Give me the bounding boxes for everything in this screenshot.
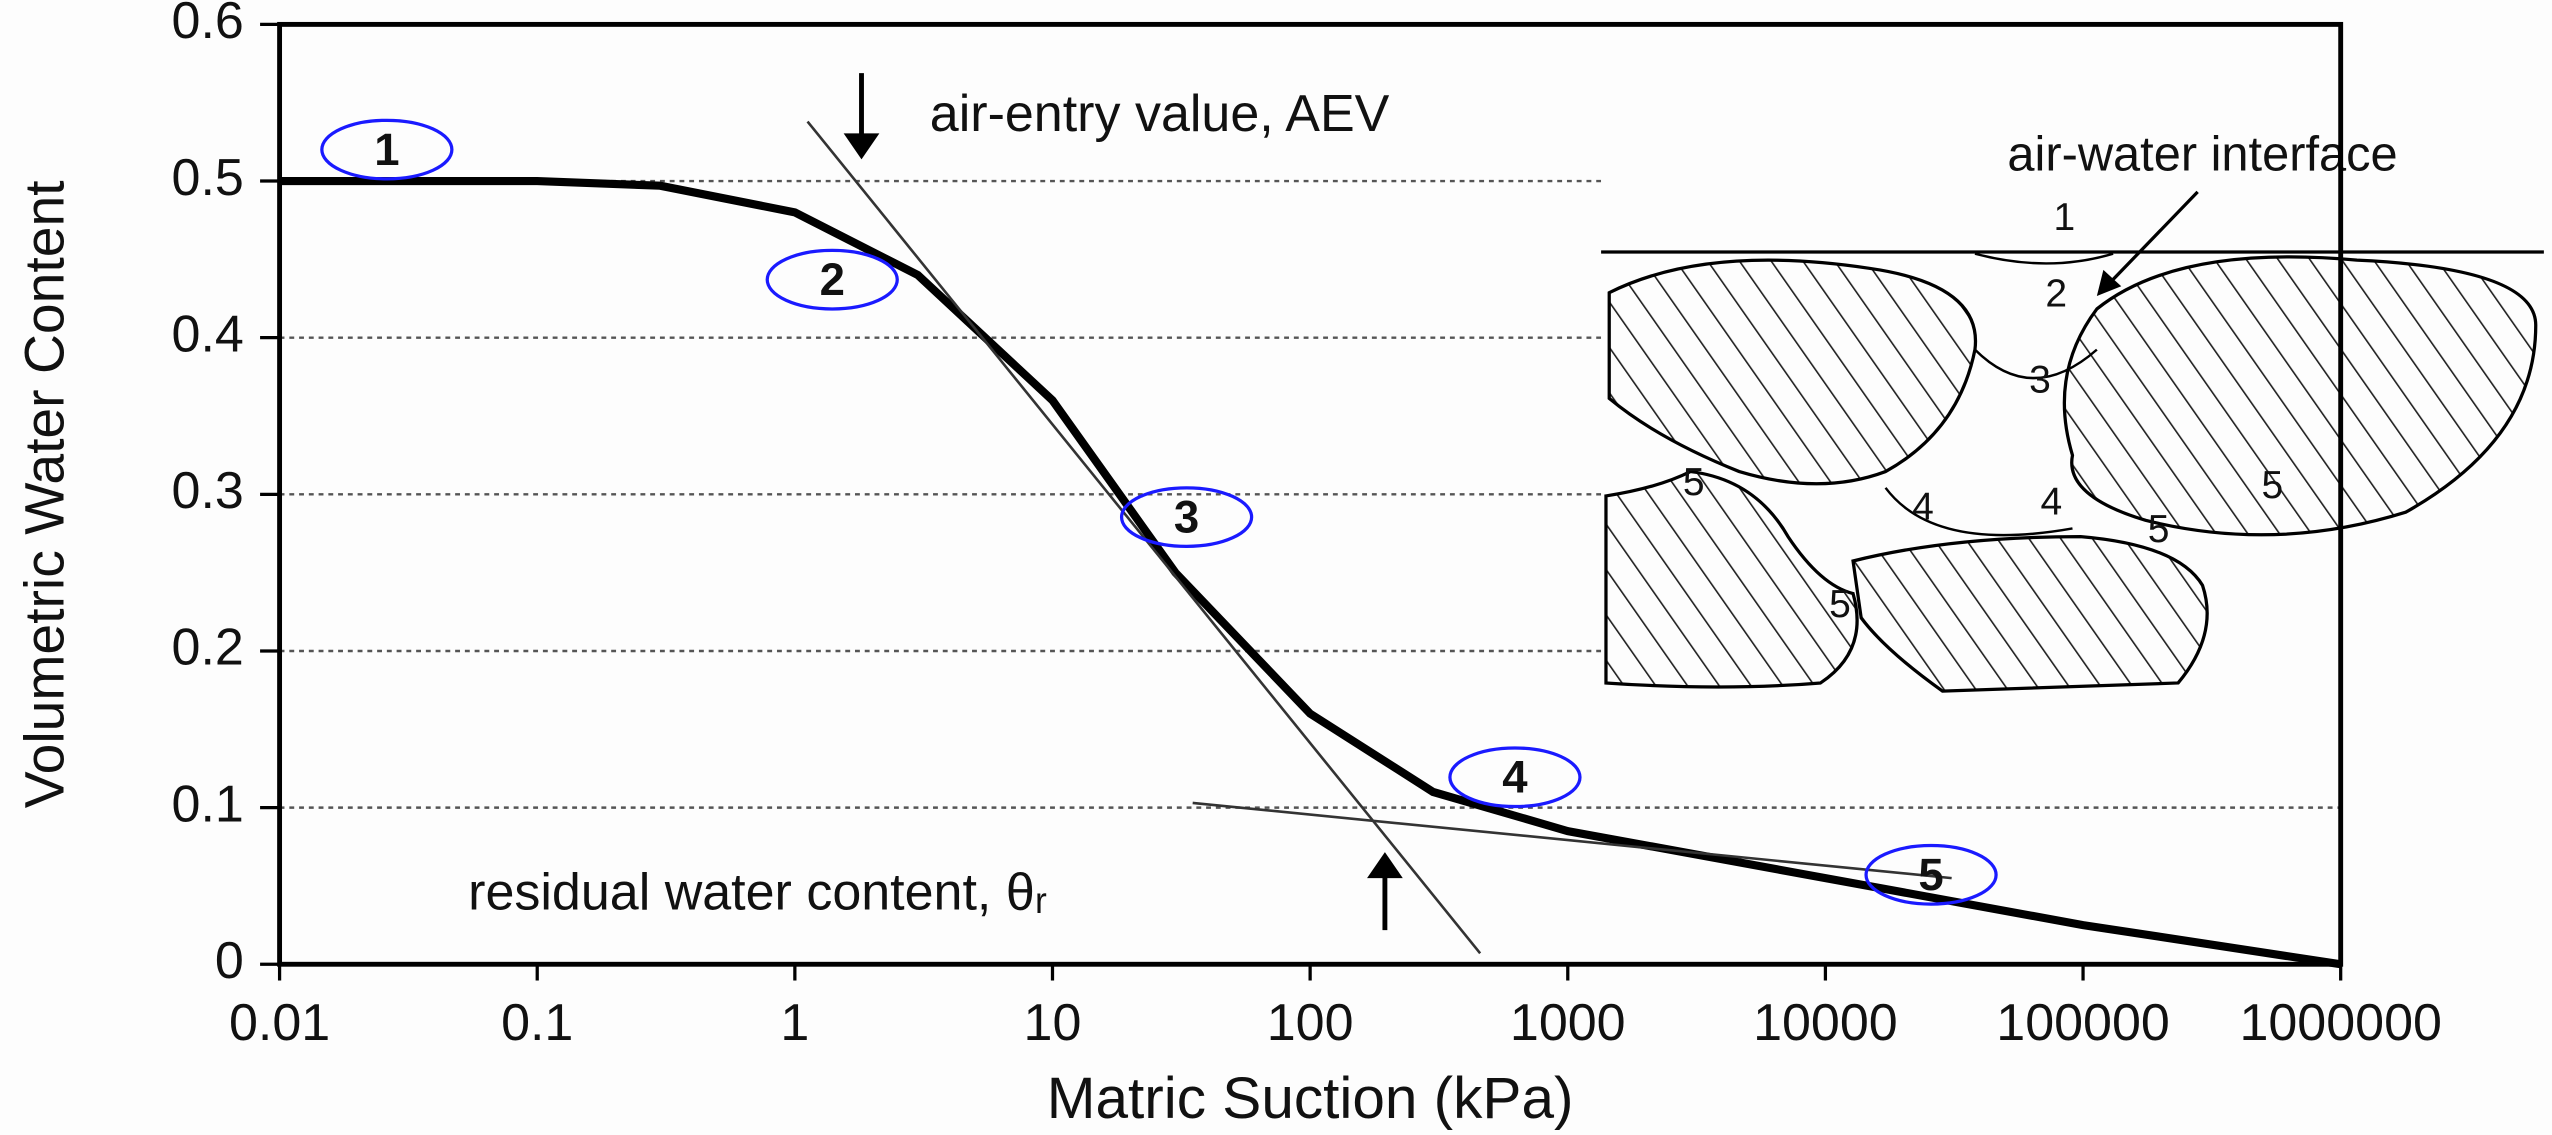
y-tick-label: 0.2 xyxy=(172,619,244,677)
annotation: residual water content, θᵣ xyxy=(468,864,1047,922)
inset-label: 5 xyxy=(2262,464,2284,507)
x-tick-label: 100 xyxy=(1267,994,1354,1052)
chart: Matric Suction (kPa) Volumetric Water Co… xyxy=(0,0,2552,1135)
inset-label: 5 xyxy=(1829,583,1851,626)
x-tick-label: 1000 xyxy=(1510,994,1626,1052)
x-axis-title: Matric Suction (kPa) xyxy=(1047,1066,1574,1131)
y-tick-label: 0.3 xyxy=(172,462,244,520)
x-tick-label: 0.1 xyxy=(501,994,573,1052)
stage-label: 5 xyxy=(1918,849,1943,900)
stage-label: 4 xyxy=(1502,752,1528,803)
y-tick-label: 0.6 xyxy=(172,0,244,50)
inset-label: 5 xyxy=(2148,508,2170,551)
y-tick-label: 0 xyxy=(215,932,244,990)
x-tick-label: 10000 xyxy=(1753,994,1898,1052)
stage-label: 2 xyxy=(820,254,845,305)
y-tick-label: 0.4 xyxy=(172,305,244,363)
x-tick-label: 1000000 xyxy=(2239,994,2441,1052)
y-tick-label: 0.5 xyxy=(172,149,244,207)
inset-label: 1 xyxy=(2054,196,2076,239)
inset-label: 2 xyxy=(2045,272,2067,315)
page: Matric Suction (kPa) Volumetric Water Co… xyxy=(0,0,2552,1135)
stage-label: 1 xyxy=(374,124,399,175)
stage-label: 3 xyxy=(1174,491,1199,542)
inset-label: 3 xyxy=(2029,358,2051,401)
x-tick-label: 100000 xyxy=(1996,994,2170,1052)
y-tick-label: 0.1 xyxy=(172,775,244,833)
inset-label: 5 xyxy=(1683,461,1705,504)
y-axis-title: Volumetric Water Content xyxy=(13,180,75,808)
x-tick-label: 1 xyxy=(780,994,809,1052)
annotation: air-entry value, AEV xyxy=(930,85,1390,143)
inset-label: 4 xyxy=(1912,485,1934,528)
x-tick-label: 10 xyxy=(1024,994,1082,1052)
x-tick-label: 0.01 xyxy=(229,994,330,1052)
inset-label: 4 xyxy=(2041,480,2063,523)
